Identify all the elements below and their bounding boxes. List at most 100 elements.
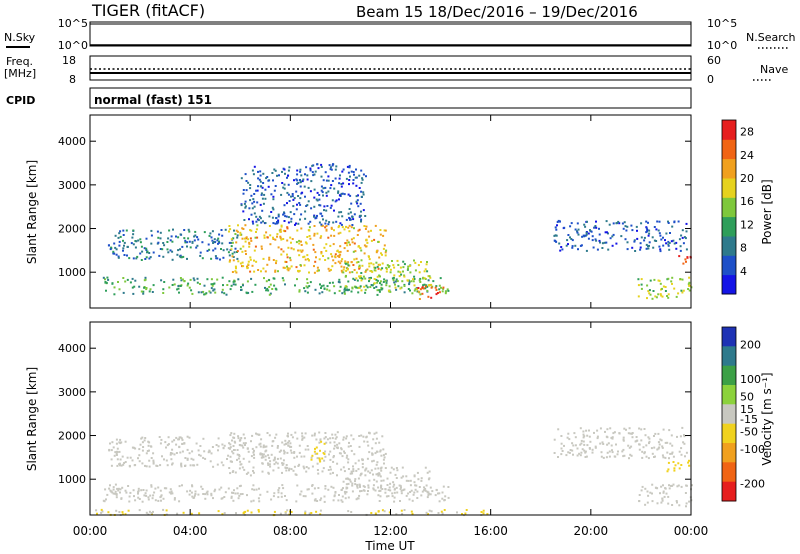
velocity-echo-cell	[611, 449, 613, 452]
velocity-echo-cell	[177, 438, 180, 441]
velocity-echo-cell	[560, 447, 563, 450]
power-echo-cell	[576, 230, 578, 233]
velocity-echo-cell	[233, 432, 236, 435]
velocity-echo-cell	[184, 464, 187, 467]
power-echo-cell	[368, 235, 371, 238]
power-echo-cell	[365, 238, 368, 241]
power-echo-cell	[329, 166, 332, 169]
velocity-echo-cell	[584, 456, 587, 458]
power-echo-cell	[283, 266, 286, 269]
cpid-label: CPID	[6, 94, 35, 107]
velocity-echo-cell	[594, 446, 597, 449]
power-echo-cell	[688, 276, 691, 279]
velocity-echo-cell	[384, 452, 387, 455]
power-echo-cell	[651, 297, 654, 300]
velocity-echo-cell	[259, 445, 262, 448]
velocity-echo-cell	[333, 444, 336, 447]
power-echo-cell	[235, 229, 238, 232]
velocity-echo-cell	[167, 436, 170, 439]
power-echo-cell	[306, 174, 309, 177]
power-echo-cell	[315, 198, 318, 201]
velocity-echo-cell	[400, 486, 402, 489]
velocity-echo-cell	[146, 450, 149, 452]
cpid-text: normal (fast) 151	[94, 93, 212, 107]
power-echo-cell	[222, 256, 225, 259]
velocity-echo-cell	[352, 470, 355, 473]
power-echo-cell	[308, 229, 311, 232]
power-echo-cell	[381, 253, 383, 256]
power-echo-cell	[332, 243, 335, 246]
power-echo-cell	[177, 236, 180, 239]
power-echo-cell	[409, 271, 412, 274]
power-echo-cell	[130, 242, 133, 245]
power-echo-cell	[584, 225, 587, 228]
power-echo-cell	[322, 187, 325, 190]
velocity-echo-cell	[409, 479, 412, 482]
colorbar-tick-label: 12	[740, 218, 754, 231]
velocity-echo-cell	[638, 448, 641, 451]
velocity-echo-cell	[386, 484, 389, 486]
power-echo-cell	[177, 249, 180, 252]
colorbar-tick-label: 20	[740, 172, 754, 185]
power-echo-cell	[279, 236, 282, 239]
velocity-echo-cell	[643, 428, 646, 430]
power-echo-cell	[283, 212, 286, 215]
power-echo-cell	[358, 214, 361, 217]
power-echo-cell	[259, 180, 262, 183]
power-echo-cell	[403, 275, 406, 278]
power-echo-cell	[389, 271, 392, 274]
power-echo-cell	[646, 284, 649, 287]
power-echo-cell	[235, 267, 237, 270]
power-echo-cell	[282, 266, 285, 269]
velocity-echo-cell	[275, 461, 278, 464]
power-echo-cell	[346, 239, 349, 242]
velocity-echo-cell	[137, 496, 140, 499]
power-echo-cell	[257, 219, 260, 222]
power-echo-cell	[348, 164, 351, 167]
power-echo-cell	[183, 229, 186, 231]
power-echo-cell	[310, 180, 313, 183]
velocity-echo-cell	[258, 487, 260, 490]
velocity-echo-cell	[316, 457, 319, 460]
velocity-echo-cell	[368, 431, 371, 434]
power-echo-cell	[643, 236, 646, 239]
power-echo-cell	[348, 230, 351, 233]
power-echo-cell	[286, 239, 289, 242]
power-echo-cell	[305, 166, 308, 169]
power-echo-cell	[348, 166, 351, 169]
velocity-echo-cell	[638, 500, 641, 502]
power-echo-cell	[645, 226, 648, 229]
power-echo-cell	[145, 237, 148, 240]
velocity-echo-cell	[329, 472, 332, 475]
velocity-echo-cell	[344, 497, 347, 500]
velocity-echo-cell	[276, 462, 279, 465]
power-echo-cell	[149, 288, 152, 291]
velocity-echo-cell	[334, 491, 337, 493]
power-echo-cell	[378, 256, 381, 259]
power-echo-cell	[658, 232, 661, 235]
power-echo-cell	[334, 262, 337, 265]
power-echo-cell	[269, 283, 272, 286]
velocity-echo-cell	[148, 449, 150, 452]
power-echo-cell	[368, 280, 370, 283]
power-echo-marks	[102, 163, 693, 300]
velocity-echo-cell	[342, 438, 345, 441]
velocity-echo-cell	[234, 471, 237, 474]
power-echo-cell	[369, 286, 372, 288]
power-echo-cell	[603, 241, 606, 244]
velocity-echo-cell	[343, 490, 346, 493]
velocity-echo-cell	[253, 453, 255, 456]
velocity-echo-cell	[298, 451, 301, 454]
freq-tick-top: 18	[62, 54, 76, 67]
power-echo-cell	[246, 280, 249, 283]
velocity-echo-cell	[319, 439, 322, 442]
power-echo-cell	[318, 269, 320, 272]
velocity-echo-cell	[118, 450, 121, 453]
power-echo-cell	[221, 242, 224, 245]
velocity-echo-cell	[276, 457, 279, 460]
velocity-echo-cell	[318, 431, 321, 434]
velocity-echo-cell	[191, 495, 194, 498]
velocity-echo-cell	[119, 442, 122, 445]
power-echo-cell	[218, 233, 221, 236]
velocity-echo-cell	[385, 495, 388, 498]
